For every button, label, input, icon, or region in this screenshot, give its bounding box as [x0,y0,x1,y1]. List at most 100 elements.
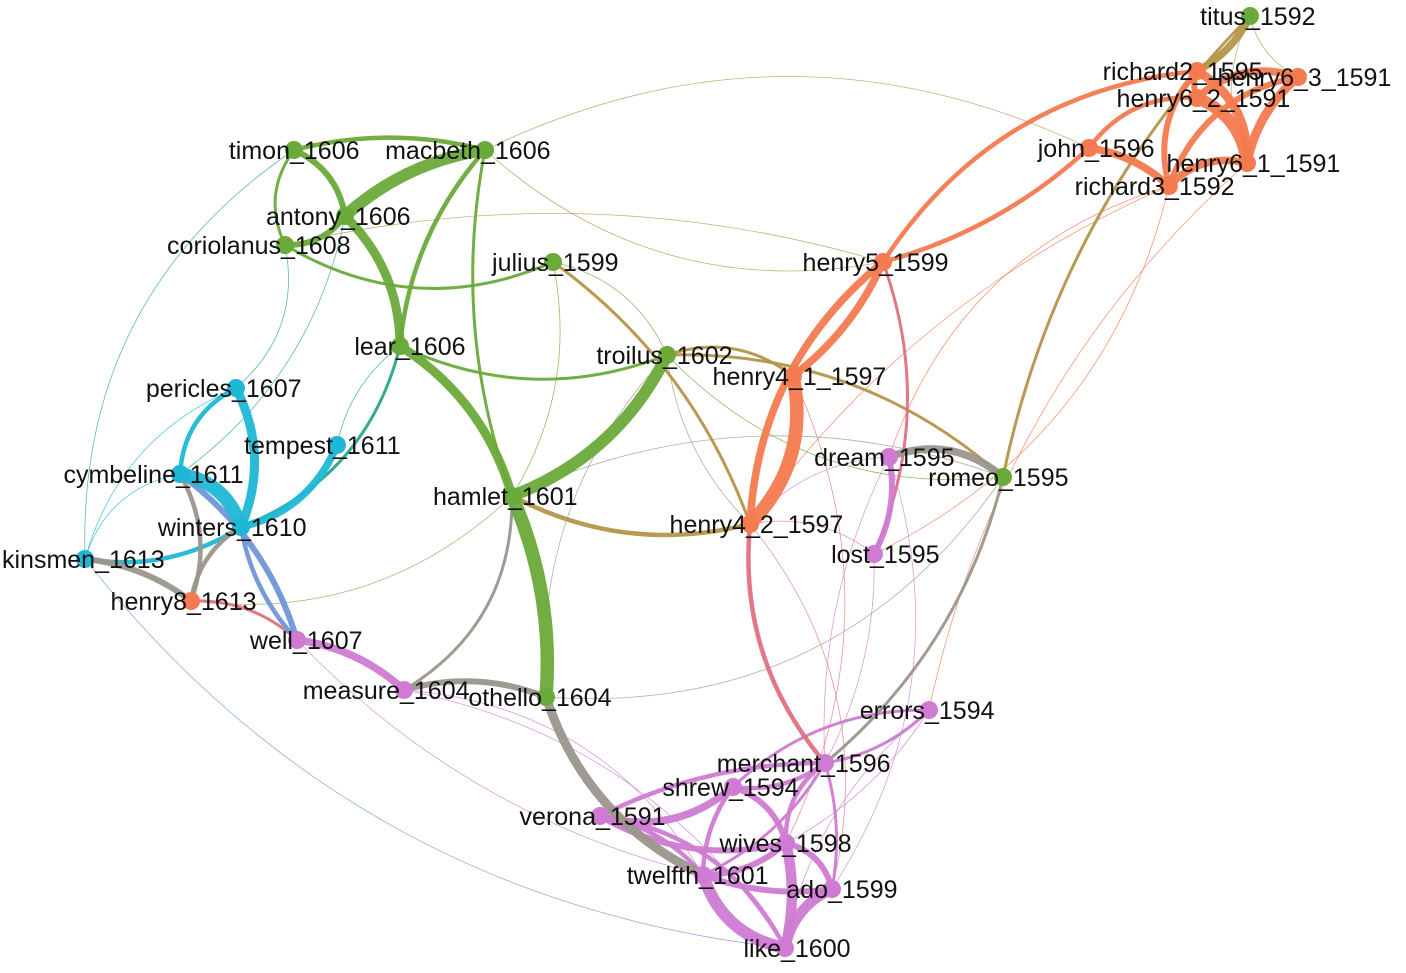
node-henry4_2_1597[interactable] [741,515,759,533]
label-layer: titus_1592 richard2_1595henry6_3_1591henr… [2,3,1391,963]
node-label-hamlet_1601: hamlet_1601 [433,483,578,511]
node-tempest_1611[interactable] [328,436,346,454]
node-label-titus_1592: titus_1592 [1200,3,1315,31]
node-errors_1594[interactable] [920,701,938,719]
node-henry6_2_1591[interactable] [1188,89,1206,107]
node-like_1600[interactable] [776,939,794,957]
node-timon_1606[interactable] [285,141,303,159]
edge-richard3_1592-henry6_1_1591 [1165,156,1251,190]
node-henry4_1_1597[interactable] [784,367,802,385]
edge-macbeth_1606-lear_1606 [397,147,488,349]
edge-merchant_1596-verona_1591 [597,760,828,819]
node-henry5_1599[interactable] [874,253,892,271]
edge-well_1607-measure_1604 [293,636,408,694]
node-label-antony_1606: antony_1606 [266,203,411,231]
edge-merchant_1596-wives_1598 [783,760,828,846]
edge-antony_1606-timon_1606 [291,147,348,219]
node-label-henry4_1_1597: henry4_1_1597 [713,363,887,391]
node-cymbeline_1611[interactable] [171,465,189,483]
node-label-kinsmen_1613: kinsmen_1613 [2,546,165,574]
node-label-romeo_1595: romeo_1595 [928,464,1068,492]
node-richard3_1592[interactable] [1160,177,1178,195]
edge-errors_1594-merchant_1596 [823,708,931,765]
edge-tempest_1611-winters_1610 [237,441,341,531]
edge-errors_1594-wives_1598 [785,709,930,844]
node-dream_1595[interactable] [880,448,898,466]
node-label-measure_1604: measure_1604 [303,677,470,705]
edge-timon_1606-coriolanus_1608 [273,148,296,247]
node-troilus_1602[interactable] [658,346,676,364]
edge-timon_1606-kinsmen_1613 [84,149,295,560]
edge-richard3_1592-dream_1595 [888,185,1170,458]
edge-antony_1606-lear_1606 [340,211,405,351]
edge-henry6_2_1591-henry6_3_1591 [1193,67,1302,102]
edge-john_1596-richard3_1592 [1085,144,1173,190]
edge-pericles_1607-cymbeline_1611 [177,385,239,477]
edge-kinsmen_1613-pericles_1607 [84,387,237,560]
edge-wives_1598-twelfth_1601 [700,840,789,878]
node-label-henry8_1613: henry8_1613 [111,588,257,616]
node-label-twelfth_1601: twelfth_1601 [627,862,769,890]
node-shrew_1594[interactable] [724,778,742,796]
node-label-henry5_1599: henry5_1599 [803,249,949,277]
edge-measure_1604-othello_1604 [401,678,549,700]
node-label-verona_1591: verona_1591 [520,803,666,831]
node-hamlet_1601[interactable] [503,487,521,505]
node-antony_1606[interactable] [336,207,354,225]
edge-dream_1595-ado_1599 [831,456,917,890]
edge-hamlet_1601-henry4_2_1597 [509,493,753,538]
node-label-richard3_1592: richard3_1592 [1075,173,1235,201]
edge-twelfth_1601-ado_1599 [700,872,835,895]
edge-romeo_1595-merchant_1596 [823,475,1005,765]
node-titus_1592[interactable] [1241,7,1259,25]
node-label-lost_1595: lost_1595 [831,541,939,569]
node-macbeth_1606[interactable] [476,141,494,159]
node-measure_1604[interactable] [395,681,413,699]
node-label-macbeth_1606: macbeth_1606 [385,137,550,165]
node-pericles_1607[interactable] [227,379,245,397]
edge-layer [82,12,1303,954]
node-winters_1610[interactable] [232,518,250,536]
edge-pericles_1607-winters_1610 [231,383,260,532]
node-othello_1604[interactable] [537,688,555,706]
edge-kinsmen_1613-cymbeline_1611 [84,473,181,560]
node-label-troilus_1602: troilus_1602 [596,342,732,370]
node-verona_1591[interactable] [591,807,609,825]
node-john_1596[interactable] [1080,139,1098,157]
node-romeo_1595[interactable] [994,468,1012,486]
edge-dream_1595-romeo_1595 [885,445,1007,481]
node-coriolanus_1608[interactable] [276,236,294,254]
node-lost_1595[interactable] [865,545,883,563]
node-wives_1598[interactable] [777,834,795,852]
node-henry8_1613[interactable] [182,592,200,610]
node-julius_1599[interactable] [544,253,562,271]
node-merchant_1596[interactable] [816,754,834,772]
edge-verona_1591-wives_1598 [597,813,789,854]
edge-richard3_1592-henry4_2_1597 [749,185,1170,525]
edge-henry4_1_1597-wives_1598 [785,375,846,844]
edge-dream_1595-merchant_1596 [823,456,890,764]
node-ado_1599[interactable] [823,880,841,898]
node-well_1607[interactable] [288,631,306,649]
edge-julius_1599-troilus_1602 [552,261,668,356]
node-label-lear_1606: lear_1606 [354,333,465,361]
edge-lear_1606-tempest_1611 [336,345,401,446]
edge-coriolanus_1608-julius_1599 [283,243,555,290]
node-twelfth_1601[interactable] [694,866,712,884]
edge-dream_1595-lost_1595 [871,454,895,557]
node-kinsmen_1613[interactable] [76,550,94,568]
edge-twelfth_1601-like_1600 [697,869,791,954]
node-henry6_3_1591[interactable] [1289,68,1307,86]
node-label-ado_1599: ado_1599 [786,876,897,904]
edge-lost_1595-merchant_1596 [824,553,875,764]
edge-henry5_1599-henry4_1_1597 [789,258,887,380]
edge-richard2_1595-henry5_1599 [880,68,1200,265]
edge-john_1596-henry6_2_1591 [1086,95,1200,151]
node-label-cymbeline_1611: cymbeline_1611 [63,461,243,489]
edge-henry4_2_1597-ado_1599 [749,523,846,890]
node-henry6_1_1591[interactable] [1238,154,1256,172]
node-lear_1606[interactable] [391,337,409,355]
node-richard2_1595[interactable] [1188,62,1206,80]
edge-julius_1599-henry4_2_1597 [551,260,752,526]
